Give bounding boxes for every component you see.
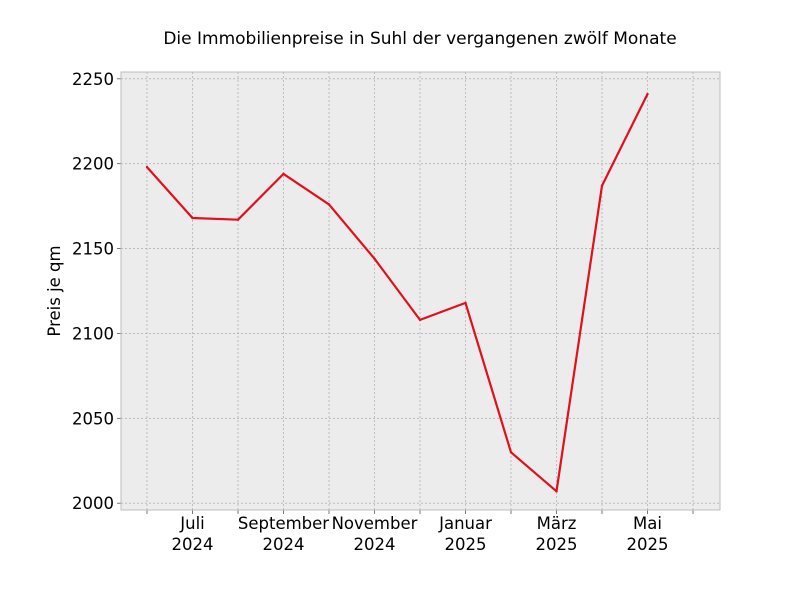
- y-axis-label: Preis je qm: [45, 245, 64, 336]
- data-point: [282, 172, 285, 176]
- x-tick-label-month: September: [238, 514, 329, 533]
- data-point: [373, 257, 376, 260]
- data-point: [191, 216, 194, 220]
- data-point: [555, 490, 558, 493]
- x-tick-label-year: 2025: [536, 535, 578, 554]
- y-tick-label: 2100: [72, 324, 114, 343]
- data-point: [600, 184, 604, 187]
- y-tick-label: 2000: [72, 494, 114, 513]
- x-tick-label-month: Mai: [633, 514, 662, 533]
- series-layer: [145, 92, 649, 493]
- series-line: [146, 93, 649, 493]
- x-tick-label-year: 2025: [627, 535, 669, 554]
- y-tick-label: 2200: [72, 155, 114, 174]
- x-tick-label-month: März: [537, 514, 577, 533]
- data-point: [418, 318, 422, 322]
- x-tick-label-year: 2024: [263, 535, 305, 554]
- plot-area: [121, 72, 720, 510]
- y-tick-label: 2050: [72, 409, 114, 428]
- plot-frame: [120, 71, 721, 511]
- data-point: [646, 92, 649, 96]
- data-point: [327, 203, 331, 206]
- x-tick-label-year: 2024: [172, 535, 214, 554]
- x-tick-label-month: Juli: [179, 514, 205, 533]
- x-axis: Juli 2024 September 2024 November 2024 Januar 2…: [146, 510, 694, 554]
- data-point: [509, 451, 513, 454]
- x-tick-label-month: Januar: [438, 514, 492, 533]
- chart-title: Die Immobilienpreise in Suhl der vergang…: [163, 29, 676, 49]
- y-tick-label: 2150: [72, 240, 114, 259]
- x-tick-label-year: 2024: [354, 535, 396, 554]
- y-tick-label: 2250: [72, 70, 114, 89]
- data-point: [464, 301, 467, 305]
- data-point: [145, 165, 149, 169]
- grid-lines: [121, 72, 720, 510]
- y-axis: 2000 2050 2100 2150 2200 2250: [72, 70, 121, 513]
- x-tick-label-month: November: [332, 514, 418, 533]
- data-point: [236, 218, 240, 221]
- x-tick-label-year: 2025: [445, 535, 487, 554]
